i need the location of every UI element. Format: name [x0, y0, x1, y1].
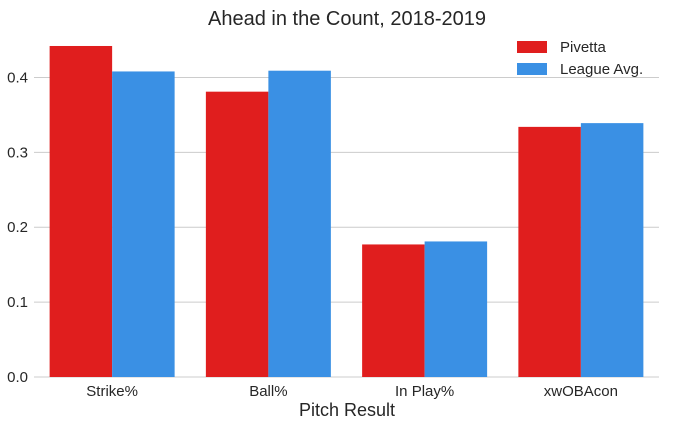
x-axis-ticks: Strike% Ball% In Play% xwOBAcon	[86, 383, 618, 400]
bars	[49, 45, 644, 378]
y-tick-label: 0.0	[7, 369, 28, 386]
legend-label: League Avg.	[560, 61, 643, 78]
legend-swatch	[517, 41, 547, 53]
bar-league-avg-3	[580, 123, 644, 377]
y-tick-label: 0.1	[7, 294, 28, 311]
bar-pivetta-0	[49, 45, 113, 377]
x-tick-label: In Play%	[395, 383, 454, 400]
bar-pivetta-2	[362, 244, 425, 377]
y-tick-label: 0.4	[7, 69, 28, 86]
chart-title: Ahead in the Count, 2018-2019	[208, 8, 486, 30]
bar-pivetta-3	[518, 126, 581, 377]
y-tick-label: 0.3	[7, 144, 28, 161]
x-tick-label: Ball%	[249, 383, 287, 400]
y-axis-ticks: 0.0 0.1 0.2 0.3 0.4	[7, 69, 28, 386]
x-axis-label: Pitch Result	[299, 400, 395, 420]
y-tick-label: 0.2	[7, 219, 28, 236]
legend: Pivetta League Avg.	[517, 39, 643, 78]
bar-league-avg-1	[268, 70, 331, 378]
bar-pivetta-1	[205, 91, 269, 377]
bar-league-avg-2	[424, 241, 488, 377]
bar-league-avg-0	[112, 71, 175, 377]
x-tick-label: xwOBAcon	[544, 383, 618, 400]
legend-label: Pivetta	[560, 39, 607, 56]
x-tick-label: Strike%	[86, 383, 138, 400]
legend-swatch	[517, 63, 547, 75]
